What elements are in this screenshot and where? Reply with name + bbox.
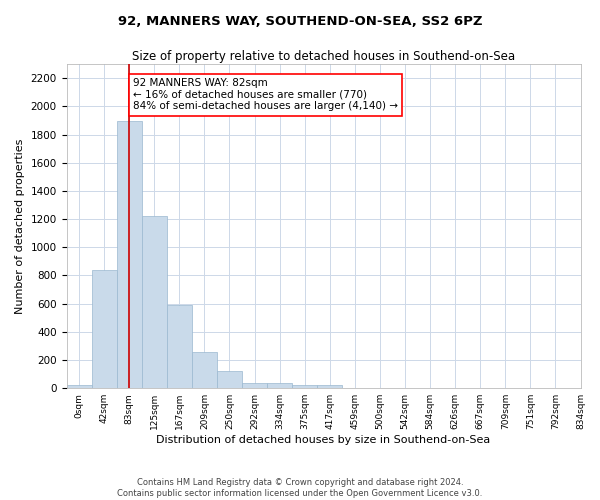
Bar (192, 352, 217, 388)
Bar (242, 382, 267, 388)
Bar (292, 384, 317, 388)
Bar (92, 270, 116, 388)
Title: Size of property relative to detached houses in Southend-on-Sea: Size of property relative to detached ho… (132, 50, 515, 63)
Bar (217, 372, 242, 388)
Text: 92 MANNERS WAY: 82sqm
← 16% of detached houses are smaller (770)
84% of semi-det: 92 MANNERS WAY: 82sqm ← 16% of detached … (133, 78, 398, 112)
Bar (167, 305, 192, 388)
Y-axis label: Number of detached properties: Number of detached properties (15, 138, 25, 314)
Bar (267, 384, 292, 388)
Bar (142, 216, 167, 388)
Bar (116, 120, 142, 388)
Text: 92, MANNERS WAY, SOUTHEND-ON-SEA, SS2 6PZ: 92, MANNERS WAY, SOUTHEND-ON-SEA, SS2 6P… (118, 15, 482, 28)
Text: Contains HM Land Registry data © Crown copyright and database right 2024.
Contai: Contains HM Land Registry data © Crown c… (118, 478, 482, 498)
Bar (67, 384, 92, 388)
X-axis label: Distribution of detached houses by size in Southend-on-Sea: Distribution of detached houses by size … (157, 435, 491, 445)
Bar (317, 386, 343, 388)
